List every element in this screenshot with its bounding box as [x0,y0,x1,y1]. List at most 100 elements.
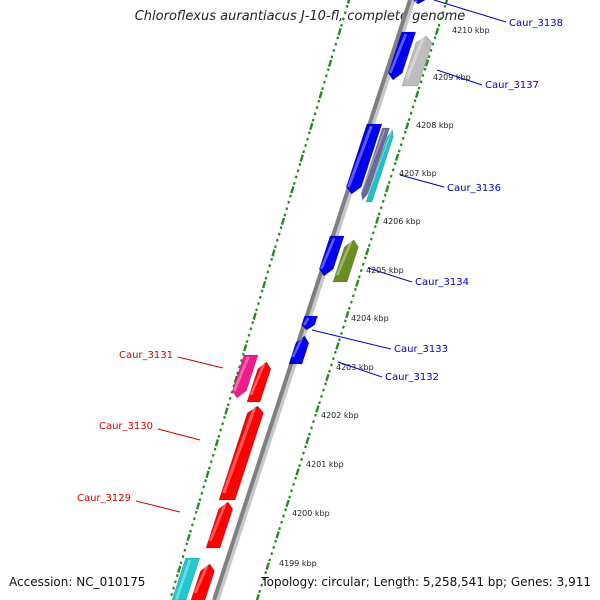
outer-tick [204,479,208,483]
gene-blue-shading [319,237,336,270]
inner-tick [373,224,377,229]
outer-tick [211,453,215,457]
gene-magenta-shading [232,356,250,392]
inner-tick [264,570,268,575]
inner-tick [393,162,397,166]
gene-cyan-shading [174,559,192,600]
gene-blue [412,0,426,5]
gene-red-shading [222,407,257,494]
inner-tick [275,531,280,539]
inner-tick [347,306,351,310]
inner-tick [282,514,286,518]
outer-tick [268,264,272,268]
gene-cyan [365,129,394,203]
label-leader-line [436,69,483,86]
outer-tick [186,533,191,542]
inner-tick [320,394,323,398]
inner-tick [351,294,355,298]
gene-olive-shading [335,241,353,276]
inner-tick [305,436,310,445]
outer-tick [299,154,304,162]
gene-label-plus: Caur_3137 [485,80,539,91]
inner-tick [280,520,284,524]
inner-tick [365,247,370,256]
inner-tick [294,476,298,480]
inner-tick [284,508,288,512]
backbone [212,0,412,600]
outer-tick [241,352,245,356]
outer-tick [223,415,226,419]
gene-label-plus: Caur_3134 [415,277,469,288]
inner-tick [404,122,410,130]
outer-tick [202,485,206,489]
outer-tick [271,249,276,257]
outer-tick [296,169,300,173]
scale-label: 4206 kbp [383,217,421,226]
inner-tick [308,432,311,436]
inner-tick [409,111,413,115]
outer-tick [337,27,342,36]
outer-tick [323,80,326,84]
inner-tick [285,499,290,508]
backbone-shadow [214,0,416,600]
inner-tick [278,526,282,531]
inner-tick [413,99,417,103]
outer-tick [255,308,258,312]
inner-tick [355,279,360,287]
inner-tick [272,545,276,549]
gene-red [218,405,264,501]
outer-tick [273,245,277,249]
inner-tick [369,237,373,241]
inner-tick [414,90,420,99]
inner-tick [328,369,331,373]
outer-tick [280,217,286,226]
label-leader-line [135,500,181,513]
outer-tick [200,491,204,495]
inner-tick [429,48,433,52]
inner-tick [407,118,411,122]
inner-tick [262,577,266,581]
inner-tick [322,388,325,392]
inner-tick [391,168,395,172]
outer-tick [260,289,264,293]
gene-slate [360,127,390,201]
inner-tick [255,594,260,600]
outer-tick [232,384,236,388]
outer-tick [181,555,185,559]
inner-tick [363,256,367,260]
outer-tick [209,460,213,464]
inner-tick [371,231,375,235]
inner-tick [397,149,401,153]
inner-tick [265,562,270,570]
inner-tick [433,36,437,40]
outer-tick [317,99,321,103]
scale-label: 4210 kbp [452,26,490,35]
map-title: Chloroflexus aurantiacus J-10-fl, comple… [134,9,466,24]
inner-tick [331,357,335,361]
outer-tick [245,339,249,344]
gene-blue [318,235,345,277]
outer-tick [258,295,262,299]
outer-tick [290,186,295,194]
inner-tick [343,319,347,323]
inner-tick [288,495,292,499]
outer-tick [292,181,296,186]
inner-tick [439,17,443,21]
gene-blue [345,123,383,195]
outer-tick [233,375,238,384]
gene-magenta [231,354,259,399]
inner-tick [421,73,425,78]
inner-tick [260,583,264,587]
inner-tick [444,0,449,4]
outer-tick [343,11,347,15]
outer-tick [214,439,220,447]
gene-blue-shading [291,337,304,358]
outer-tick [173,580,177,584]
inner-tick [292,482,296,487]
gene-blue-shading [302,317,310,326]
outer-tick [172,586,175,590]
gene-red [246,361,272,403]
outer-tick [264,276,268,280]
inner-tick [399,143,403,147]
